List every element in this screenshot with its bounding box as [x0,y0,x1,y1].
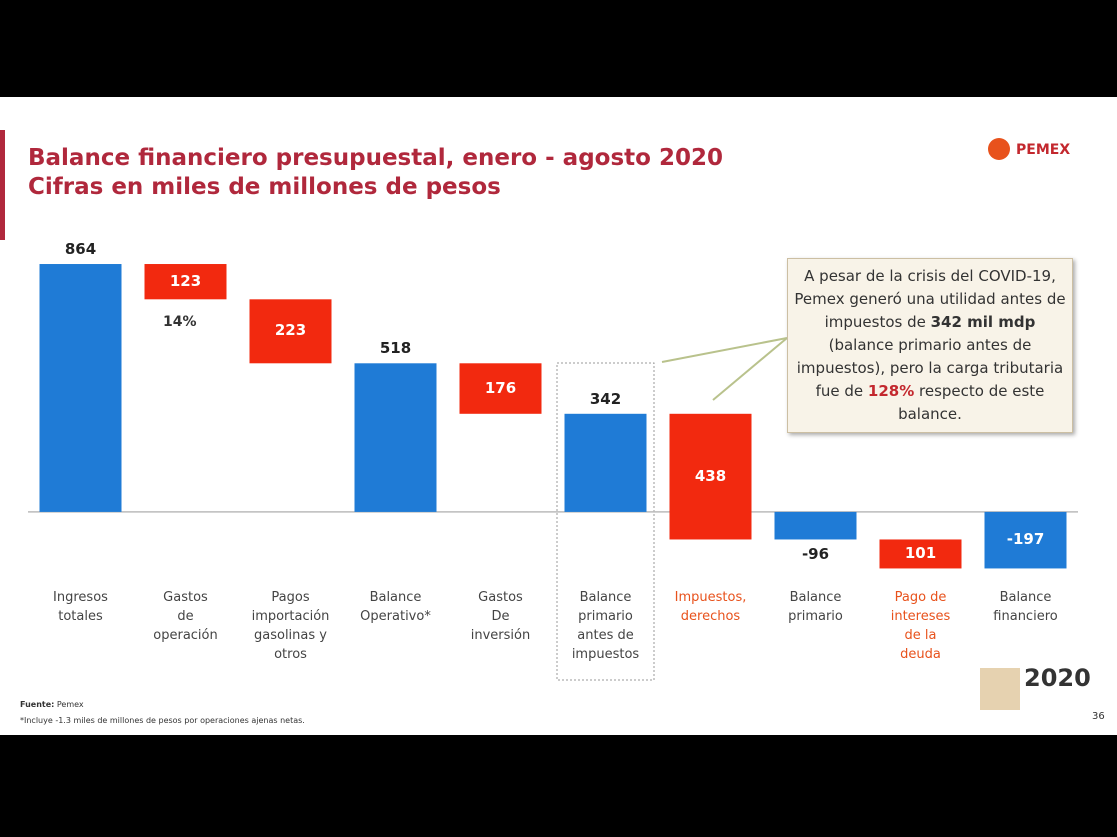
bar [354,363,437,512]
bar [774,511,857,540]
highlight-box [556,362,655,681]
annotation: 14% [163,314,197,330]
category-label: Balance primario antes de impuestos [571,590,640,662]
value-label: 518 [379,339,412,358]
bar [459,363,542,414]
value-label: 123 [169,271,202,290]
chart-title: Balance financiero presupuestal, enero -… [28,145,723,171]
footer-source: Fuente: Pemex [20,700,84,709]
marks [28,264,1078,569]
footer-note: *Incluye -1.3 miles de millones de pesos… [20,716,305,725]
value-label: 438 [694,466,727,485]
logo: PEMEX [1016,142,1071,158]
callout-arrow [661,337,788,363]
value-label: 342 [589,389,622,408]
callout-arrow [712,337,788,401]
callout-text: respecto de este balance. [898,382,1045,423]
category-label: Gastos de operación [153,590,218,643]
source: Pemex [56,700,84,709]
bar [669,413,752,540]
accent-bar [0,130,5,240]
category-label: Ingresos totales [53,590,108,624]
category-label: Gastos De inversión [470,590,531,643]
bar [144,264,227,300]
category-label: Balance primario [788,590,843,624]
badge: 2020 [1024,664,1091,692]
bar [879,539,962,569]
bar [249,299,332,364]
category-label: Balance Operativo* [360,590,431,624]
value-label: -96 [801,545,830,564]
callout-text: A pesar de la crisis del COVID-19, Pemex… [794,267,1066,331]
page-number: 36 [1092,711,1105,722]
category-label: Pagos importación gasolinas y otros [251,590,330,662]
chart-subtitle: Cifras en miles de millones de pesos [28,174,501,200]
badge-portrait [980,668,1020,710]
value-label: -197 [1006,530,1045,549]
callout-text: 128% [867,382,915,400]
bar [564,413,647,512]
category-label: Balance financiero [993,590,1058,624]
callout-text: 342 mil mdp [930,313,1036,331]
callout-text: (balance primario antes de impuestos), p… [796,336,1064,400]
bar [39,264,122,512]
value-label: 223 [274,321,307,340]
source-label: Fuente: [20,700,55,709]
category-label: Impuestos, derechos [674,590,747,624]
callout: A pesar de la crisis del COVID-19, Pemex… [787,258,1073,433]
value-label: 176 [484,378,517,397]
bar [984,511,1067,569]
category-label: Pago de intereses de la deuda [890,590,951,662]
logo-icon [988,138,1010,160]
value-label: 101 [904,543,937,562]
value-label: 864 [64,240,97,259]
